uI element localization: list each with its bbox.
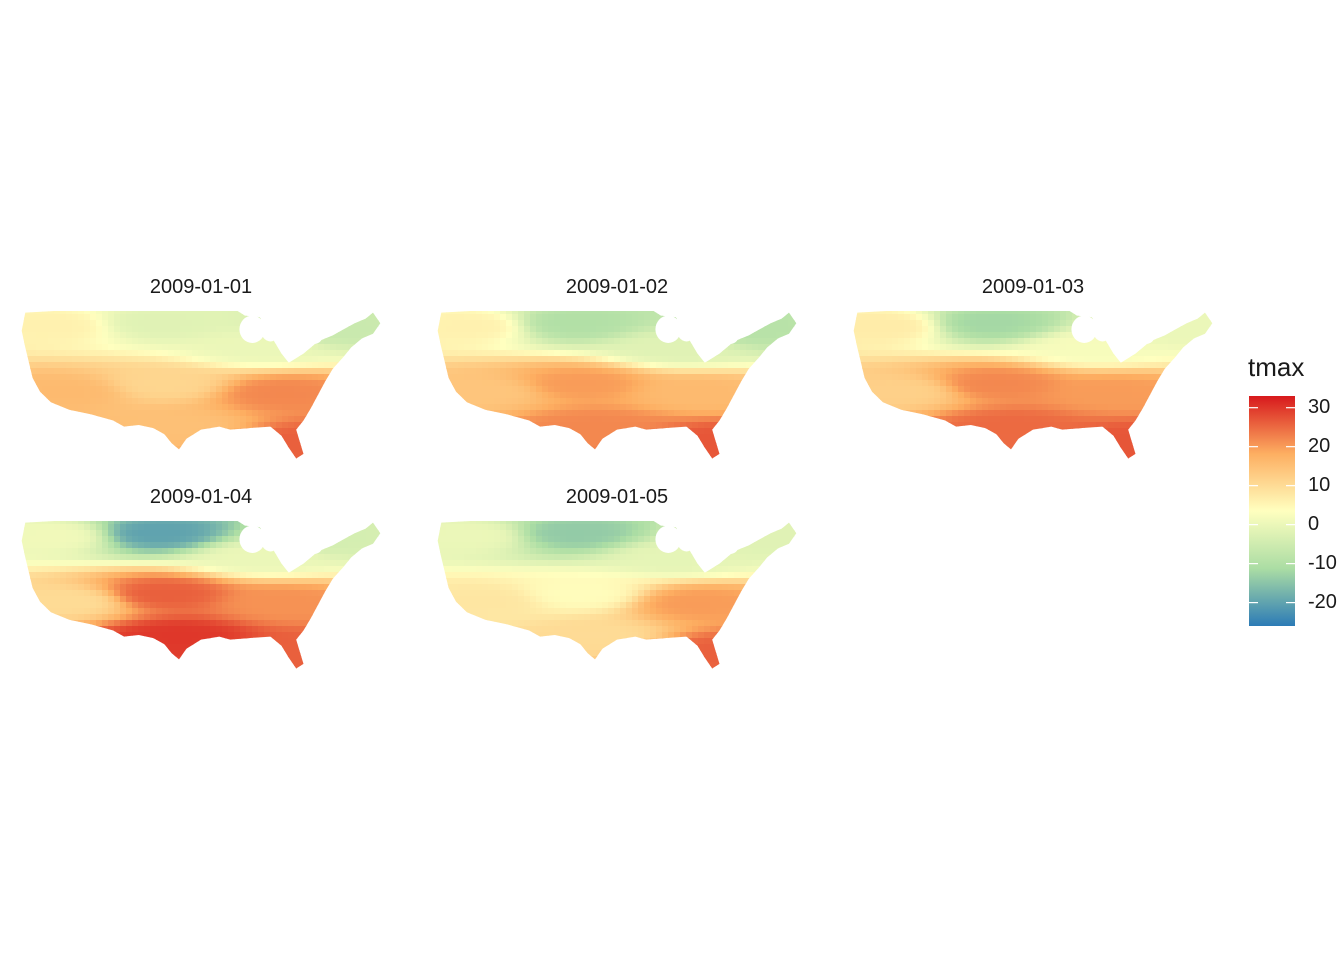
lake — [239, 525, 266, 553]
lake — [299, 542, 322, 555]
lake — [693, 336, 716, 353]
temperature-raster — [853, 311, 1213, 459]
legend-tick-label: -10 — [1308, 551, 1337, 574]
panel-title: 2009-01-01 — [149, 276, 253, 298]
us-map-heatmap — [437, 521, 797, 669]
temperature-raster — [21, 311, 381, 459]
legend-tick-label: 10 — [1308, 473, 1331, 496]
lake — [277, 336, 300, 353]
legend-colorbar — [1249, 396, 1295, 626]
us-map-heatmap — [21, 311, 381, 459]
lake — [715, 542, 738, 555]
lake — [239, 315, 266, 343]
lake — [277, 546, 300, 563]
lake — [299, 332, 322, 345]
panel-title: 2009-01-02 — [565, 276, 669, 298]
map-panel-2009-01-02: 2009-01-02 — [432, 276, 802, 466]
temperature-raster — [21, 521, 381, 669]
panel-title: 2009-01-05 — [565, 486, 669, 508]
lake — [1071, 315, 1098, 343]
lake — [1109, 336, 1132, 353]
lake — [675, 521, 698, 552]
lake — [715, 332, 738, 345]
lake — [1131, 332, 1154, 345]
panel-title: 2009-01-03 — [981, 276, 1085, 298]
us-map-heatmap — [437, 311, 797, 459]
lake — [259, 311, 282, 342]
color-legend: tmax 30 20 10 0 -10 -20 — [1246, 352, 1344, 642]
legend-tick-label: 0 — [1308, 512, 1320, 535]
temperature-raster — [437, 521, 797, 669]
panel-title: 2009-01-04 — [149, 486, 253, 508]
legend-tick-label: -20 — [1308, 590, 1337, 613]
lake — [655, 315, 682, 343]
lake — [675, 311, 698, 342]
legend-title: tmax — [1248, 352, 1305, 382]
legend-tick-label: 30 — [1308, 395, 1331, 418]
us-map-heatmap — [853, 311, 1213, 459]
map-panel-2009-01-03: 2009-01-03 — [848, 276, 1218, 466]
lake — [655, 525, 682, 553]
map-panel-2009-01-01: 2009-01-01 — [16, 276, 386, 466]
lake — [1091, 311, 1114, 342]
lake — [259, 521, 282, 552]
temperature-raster — [437, 311, 797, 459]
us-map-heatmap — [21, 521, 381, 669]
lake — [693, 546, 716, 563]
map-panel-2009-01-05: 2009-01-05 — [432, 486, 802, 676]
map-panel-2009-01-04: 2009-01-04 — [16, 486, 386, 676]
legend-tick-label: 20 — [1308, 434, 1331, 457]
